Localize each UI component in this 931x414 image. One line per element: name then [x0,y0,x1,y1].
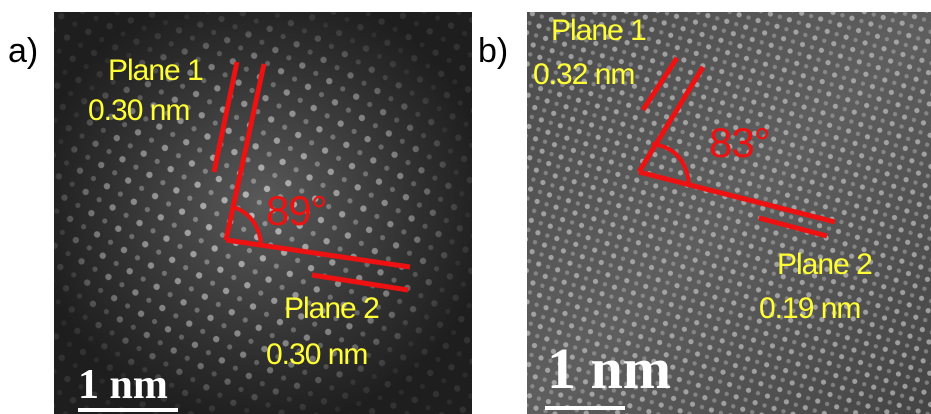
plane2-spacing-a: 0.30 nm [266,338,368,371]
panel-b-label: b) [478,32,509,70]
plane2-name-a: Plane 2 [284,292,380,325]
plane2-line-a-outer [311,272,409,293]
scale-bar-label-a: 1 nm [78,362,168,408]
plane1-spacing-b: 0.32 nm [533,58,635,91]
plane1-line-a [223,63,267,241]
plane2-line-a [225,237,411,270]
plane2-spacing-b: 0.19 nm [759,292,861,325]
plane1-line-b [636,65,706,174]
tem-image-a: Plane 1 0.30 nm 89° Plane 2 0.30 nm 1 nm [54,12,472,414]
measurement-lines-b [636,56,836,239]
angle-arc-b [651,142,691,185]
scale-bar-label-b: 1 nm [547,336,672,401]
plane2-name-b: Plane 2 [777,248,873,281]
scale-bar-a [78,408,178,412]
measurement-lines-a [211,61,411,293]
lattice-texture-b [527,12,931,414]
plane2-line-b [638,169,836,225]
plane1-line-a-outer [211,61,240,173]
scale-bar-b [545,406,625,410]
plane2-line-b-outer [758,215,828,239]
plane1-name-a: Plane 1 [108,54,204,87]
plane1-name-b: Plane 1 [551,14,647,47]
panel-a-label: a) [8,32,39,70]
angle-value-a: 89° [266,187,328,234]
tem-image-b: Plane 1 0.32 nm 83° Plane 2 0.19 nm 1 nm [527,12,931,414]
angle-arc-a [233,205,263,246]
plane1-line-b-outer [640,56,680,112]
plane1-spacing-a: 0.30 nm [88,94,190,127]
angle-value-b: 83° [709,119,771,166]
